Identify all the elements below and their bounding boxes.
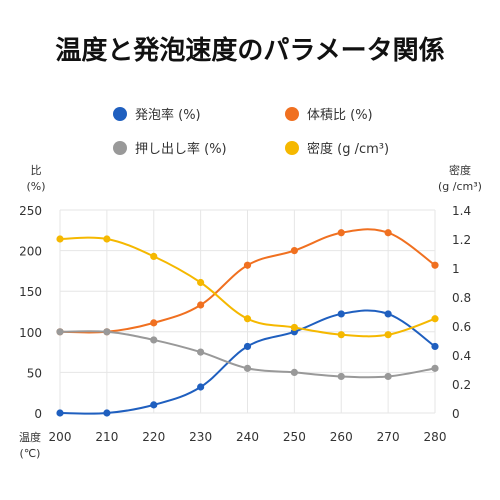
legend-label: 体積比 (%) (307, 108, 373, 123)
data-point (150, 319, 158, 327)
data-point (337, 310, 345, 318)
legend-item: 発泡率 (%) (113, 107, 201, 123)
chart-title: 温度と発泡速度のパラメータ関係 (55, 36, 445, 66)
legend-marker (285, 141, 299, 155)
legend-item: 押し出し率 (%) (113, 141, 227, 157)
x-tick-label: 250 (283, 430, 306, 444)
y-left-axis-unit: (%) (26, 180, 45, 193)
y-left-tick-label: 100 (19, 326, 42, 340)
x-tick-label: 230 (189, 430, 212, 444)
legend-marker (113, 107, 127, 121)
data-point (150, 401, 158, 409)
y-right-tick-label: 1.4 (452, 204, 471, 218)
data-point (56, 409, 64, 417)
legend-label: 密度 (g /cm³) (307, 141, 389, 157)
data-point (384, 229, 392, 237)
x-tick-label: 200 (49, 430, 72, 444)
y-left-tick-label: 150 (19, 285, 42, 299)
data-point (243, 261, 252, 269)
grid (59, 209, 436, 414)
data-point (243, 342, 252, 351)
data-point (337, 229, 345, 237)
data-point (384, 310, 392, 318)
data-point (103, 328, 111, 336)
data-point (431, 261, 439, 269)
data-point (150, 336, 158, 344)
x-tick-label: 210 (95, 430, 118, 444)
legend-label: 押し出し率 (%) (135, 141, 227, 157)
y-right-tick-label: 0.6 (452, 320, 471, 334)
x-tick-label: 280 (424, 430, 447, 444)
y-left-tick-label: 200 (19, 245, 42, 259)
data-point (384, 372, 392, 381)
y-right-axis-title: 密度 (449, 163, 471, 177)
y-right-axis-unit: (g /cm³) (438, 180, 482, 193)
y-right-tick-label: 0 (452, 407, 460, 421)
legend: 発泡率 (%) 体積比 (%) 押し出し率 (%) 密度 (g /cm³) (113, 107, 389, 157)
x-tick-label: 240 (236, 430, 259, 444)
y-right-tick-label: 0.4 (452, 349, 471, 363)
data-point (337, 372, 345, 381)
legend-marker (285, 107, 299, 121)
data-point (431, 342, 439, 351)
y-right-tick-label: 0.8 (452, 291, 471, 305)
data-point (243, 315, 252, 323)
legend-marker (113, 141, 127, 155)
data-point (197, 383, 205, 391)
y-right-tick-label: 1 (452, 262, 460, 276)
data-point (103, 409, 111, 417)
y-right-tick-label: 1.2 (452, 233, 471, 247)
data-point (290, 323, 298, 332)
data-point (56, 235, 64, 243)
data-point (337, 331, 345, 339)
data-point (150, 252, 158, 260)
legend-item: 密度 (g /cm³) (285, 141, 389, 157)
data-point (290, 247, 298, 255)
series-lines (56, 228, 439, 417)
series-0 (56, 309, 439, 417)
data-point (243, 364, 252, 372)
data-point (431, 315, 439, 323)
data-point (103, 235, 111, 243)
data-point (384, 331, 392, 339)
y-right-tick-label: 0.2 (452, 378, 471, 392)
x-tick-label: 220 (142, 430, 165, 444)
data-point (197, 348, 205, 356)
y-left-axis-title: 比 (31, 164, 42, 177)
x-tick-label: 260 (330, 430, 353, 444)
series-3 (56, 235, 439, 339)
data-point (290, 368, 298, 376)
axes: 0 50 100 150 200 250 0 0.2 0.4 0.6 0.8 1 1.2 1.4 200 21… (19, 163, 482, 460)
y-left-tick-label: 0 (34, 407, 42, 421)
x-axis-unit: (℃) (20, 447, 41, 460)
legend-item: 体積比 (%) (285, 107, 373, 123)
x-axis-title: 温度 (19, 430, 41, 444)
series-2 (56, 328, 439, 381)
data-point (197, 301, 205, 309)
x-tick-label: 270 (377, 430, 400, 444)
legend-label: 発泡率 (%) (135, 107, 201, 123)
data-point (56, 328, 64, 336)
y-left-tick-label: 250 (19, 204, 42, 218)
data-point (197, 278, 205, 287)
y-left-tick-label: 50 (27, 366, 42, 380)
data-point (431, 364, 439, 372)
